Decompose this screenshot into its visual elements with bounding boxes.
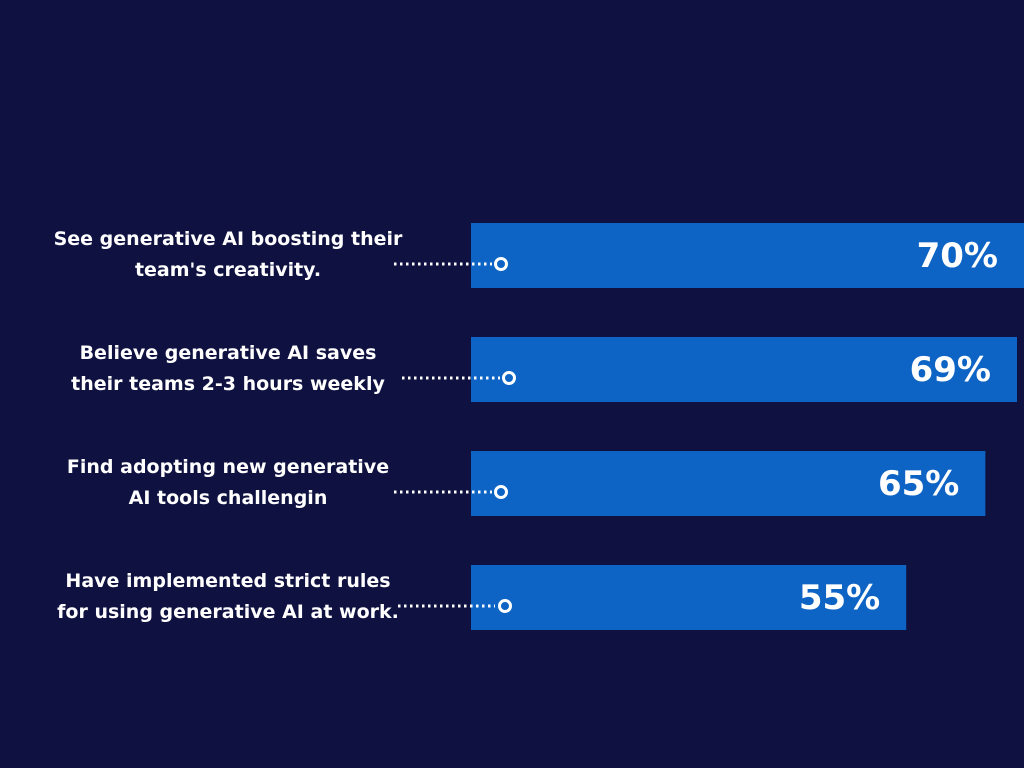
category-label-1-line-2: team's creativity.: [135, 259, 321, 281]
connector-dot-4: [498, 599, 512, 613]
value-label-4: 55%: [799, 578, 880, 618]
bar-2: [471, 337, 1017, 402]
category-label-3-line-1: Find adopting new generative: [67, 456, 389, 478]
bar-3: [471, 451, 986, 516]
connector-dot-1: [494, 257, 508, 271]
connector-dot-3: [494, 485, 508, 499]
category-label-2-line-1: Believe generative AI saves: [80, 342, 377, 364]
value-label-3: 65%: [878, 464, 959, 504]
category-label-4-line-1: Have implemented strict rules: [65, 570, 390, 592]
value-label-1: 70%: [917, 236, 998, 276]
category-label-3-line-2: AI tools challengin: [129, 487, 328, 509]
category-label-4-line-2: for using generative AI at work.: [57, 601, 399, 623]
value-label-2: 69%: [910, 350, 991, 390]
bar-4: [471, 565, 907, 630]
category-label-1-line-1: See generative AI boosting their: [54, 228, 403, 250]
bar-1: [471, 223, 1024, 288]
connector-dot-2: [502, 371, 516, 385]
category-label-2-line-2: their teams 2-3 hours weekly: [71, 373, 385, 395]
